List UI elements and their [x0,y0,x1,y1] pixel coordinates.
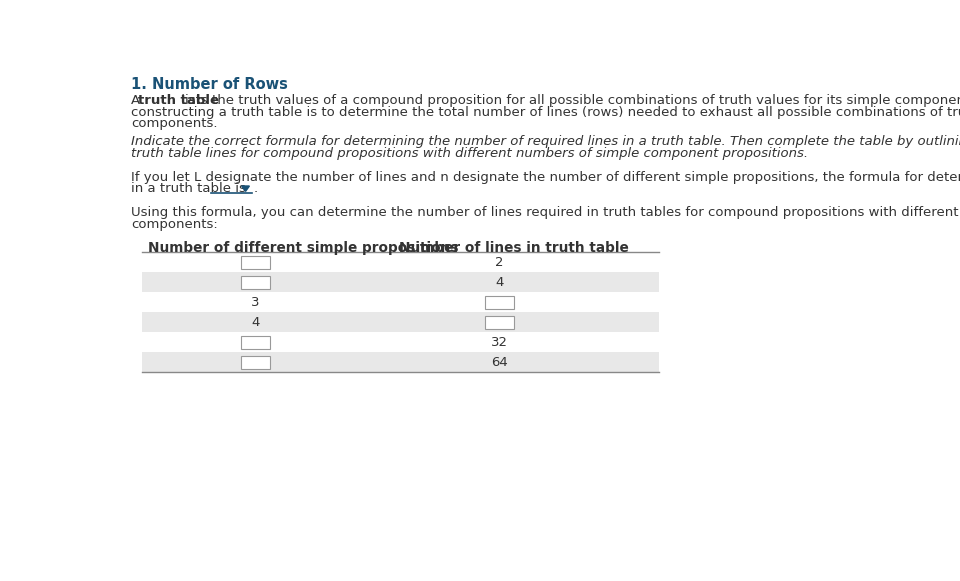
FancyBboxPatch shape [485,296,515,309]
Text: 1. Number of Rows: 1. Number of Rows [131,77,288,92]
Text: 2: 2 [495,256,504,269]
Text: If you let L designate the number of lines and n designate the number of differe: If you let L designate the number of lin… [131,171,960,184]
Text: 4: 4 [252,316,260,329]
Text: Number of lines in truth table: Number of lines in truth table [399,242,629,256]
FancyBboxPatch shape [241,276,271,289]
Text: constructing a truth table is to determine the total number of lines (rows) need: constructing a truth table is to determi… [131,106,960,119]
Bar [142,352,659,372]
FancyBboxPatch shape [485,315,515,329]
Text: in a truth table is: in a truth table is [131,182,246,195]
Text: components:: components: [131,217,218,231]
Text: Indicate the correct formula for determining the number of required lines in a t: Indicate the correct formula for determi… [131,135,960,148]
Text: Using this formula, you can determine the number of lines required in truth tabl: Using this formula, you can determine th… [131,206,960,219]
Text: .: . [254,182,258,195]
Polygon shape [242,186,250,191]
Text: truth table: truth table [138,94,219,107]
Text: 3: 3 [252,296,260,309]
FancyBboxPatch shape [241,336,271,349]
Text: components.: components. [131,117,217,131]
Text: A: A [131,94,144,107]
Bar [142,312,659,332]
Text: 64: 64 [492,356,508,369]
Bar [142,272,659,292]
Text: Number of different simple propositions: Number of different simple propositions [148,242,459,256]
Text: 4: 4 [495,276,504,289]
FancyBboxPatch shape [241,356,271,369]
Text: truth table lines for compound propositions with different numbers of simple com: truth table lines for compound propositi… [131,147,808,160]
FancyBboxPatch shape [241,256,271,269]
Text: 32: 32 [492,336,508,349]
Text: lists the truth values of a compound proposition for all possible combinations o: lists the truth values of a compound pro… [177,94,960,107]
